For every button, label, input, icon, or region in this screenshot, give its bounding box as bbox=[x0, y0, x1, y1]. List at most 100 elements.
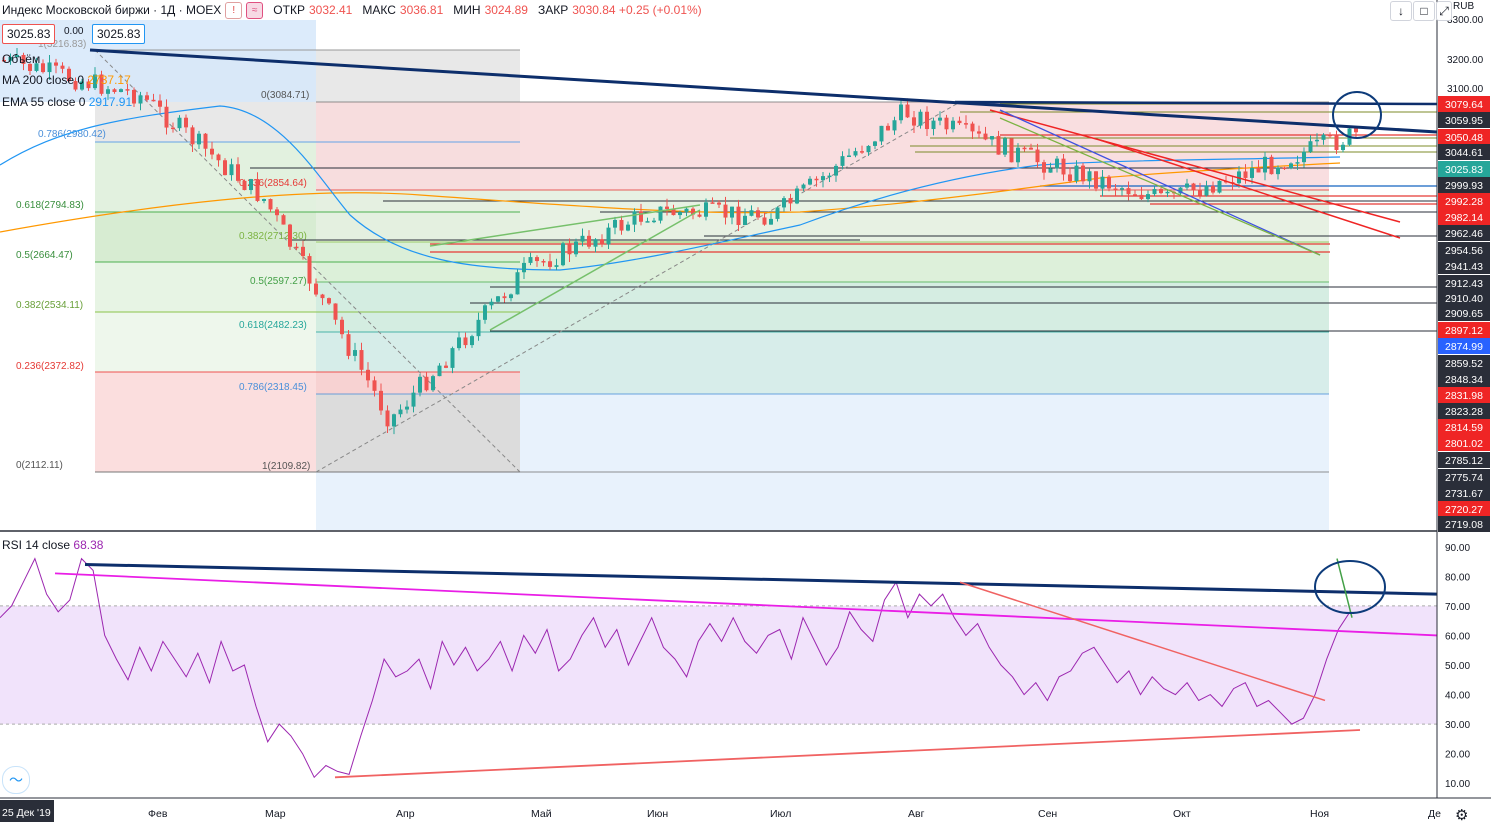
candle-body bbox=[340, 319, 344, 335]
candle-body bbox=[444, 365, 448, 368]
fib-label-mid: 0.618(2482.23) bbox=[239, 320, 307, 331]
candle-body bbox=[756, 210, 760, 218]
price-marker bbox=[1438, 129, 1490, 145]
price-marker-label: 2859.52 bbox=[1445, 358, 1483, 370]
time-tick-label: Июн bbox=[647, 808, 668, 820]
open-value: 3032.41 bbox=[308, 3, 353, 17]
rsi-trend-red bbox=[334, 729, 1361, 779]
candle-body bbox=[541, 261, 546, 263]
tradingview-logo-icon: 〜 bbox=[2, 766, 30, 794]
candle-body bbox=[840, 156, 845, 166]
candle-body bbox=[580, 235, 585, 242]
candle-body bbox=[476, 319, 481, 337]
candle-body bbox=[47, 62, 52, 73]
price-marker bbox=[1438, 242, 1490, 258]
candle-body bbox=[294, 246, 299, 249]
price-marker-label: 2992.28 bbox=[1445, 196, 1483, 208]
download-icon[interactable]: ↓ bbox=[1390, 1, 1412, 21]
candle-body bbox=[255, 179, 260, 201]
low-label: МИН bbox=[453, 3, 481, 17]
candle-body bbox=[749, 210, 754, 216]
candle-body bbox=[346, 334, 351, 356]
candle-body bbox=[307, 256, 312, 284]
time-tick-label: Апр bbox=[396, 808, 415, 820]
candle-body bbox=[509, 294, 513, 299]
candle-body bbox=[879, 125, 884, 142]
price-marker bbox=[1438, 322, 1490, 338]
candle-body bbox=[821, 176, 825, 181]
price-marker bbox=[1438, 258, 1490, 274]
rsi-tick-label: 40.00 bbox=[1445, 691, 1470, 702]
compare-icon[interactable]: ≈ bbox=[246, 1, 264, 19]
ema55-indicator-label[interactable]: EMA 55 close 0 2917.91 bbox=[2, 95, 132, 109]
rsi-indicator-label[interactable]: RSI 14 close 68.38 bbox=[2, 538, 103, 552]
candle-body bbox=[938, 117, 942, 121]
rsi-tick-label: 80.00 bbox=[1445, 572, 1470, 583]
candle-body bbox=[918, 111, 923, 126]
settings-icon[interactable]: ⚙ bbox=[1455, 807, 1469, 824]
price-tick-label: 3200.00 bbox=[1447, 55, 1484, 66]
fib-label-left: 1(3216.83) bbox=[38, 39, 86, 50]
candle-body bbox=[372, 380, 377, 391]
price-marker bbox=[1438, 387, 1490, 403]
candle-body bbox=[951, 120, 955, 130]
candle-body bbox=[1315, 139, 1319, 142]
rsi-tick-label: 30.00 bbox=[1445, 720, 1470, 731]
symbol-title[interactable]: Индекс Московской биржи · 1Д · MOEX bbox=[2, 3, 222, 17]
price-marker-label: 2954.56 bbox=[1445, 245, 1483, 257]
price-marker bbox=[1438, 435, 1490, 451]
square-icon[interactable]: □ bbox=[1413, 1, 1435, 21]
rsi-label: RSI 14 close bbox=[2, 538, 71, 552]
candle-body bbox=[424, 376, 429, 391]
candle-body bbox=[21, 54, 26, 64]
candle-body bbox=[905, 104, 910, 118]
rsi-trend-green bbox=[1336, 558, 1353, 618]
price-marker-label: 2775.74 bbox=[1445, 472, 1483, 484]
candle-body bbox=[470, 336, 474, 346]
rsi-band bbox=[0, 605, 1437, 725]
candle-body bbox=[827, 175, 832, 178]
candle-body bbox=[2, 60, 6, 62]
candle-body bbox=[1022, 147, 1027, 150]
candle-body bbox=[301, 246, 305, 257]
candle-body bbox=[385, 410, 390, 427]
volume-indicator-label[interactable]: Объём bbox=[2, 52, 40, 66]
candle-body bbox=[645, 221, 650, 223]
price-marker-label: 2848.34 bbox=[1445, 374, 1483, 386]
candle-body bbox=[314, 283, 318, 295]
price-marker bbox=[1438, 177, 1490, 193]
candle-body bbox=[1263, 156, 1267, 173]
candle-body bbox=[1152, 189, 1157, 195]
fib-label-mid: 0(3084.71) bbox=[261, 90, 309, 101]
candle-body bbox=[54, 62, 58, 66]
candle-body bbox=[359, 350, 364, 370]
buy-price-box[interactable]: 3025.83 bbox=[92, 24, 146, 44]
ma200-indicator-label[interactable]: MA 200 close 0 2737.17 bbox=[2, 73, 131, 87]
candle-body bbox=[814, 178, 819, 181]
candle-body bbox=[736, 206, 741, 226]
candle-body bbox=[125, 89, 130, 91]
time-tick-label: Май bbox=[531, 808, 552, 820]
candle-body bbox=[528, 257, 533, 263]
candle-body bbox=[1243, 171, 1248, 178]
candle-body bbox=[853, 151, 858, 156]
price-marker-label: 2912.43 bbox=[1445, 278, 1483, 290]
rsi-tick-label: 50.00 bbox=[1445, 661, 1470, 672]
rsi-tick-label: 70.00 bbox=[1445, 602, 1470, 613]
candle-body bbox=[593, 239, 598, 247]
expand-icon[interactable]: ⤢ bbox=[1436, 1, 1452, 21]
ema55-value: 2917.91 bbox=[88, 95, 133, 109]
rsi-tick-label: 10.00 bbox=[1445, 779, 1470, 790]
candle-body bbox=[977, 131, 981, 134]
chart-header: Индекс Московской биржи · 1Д · MOEX ! ≈ … bbox=[2, 1, 702, 19]
candle-body bbox=[769, 218, 773, 225]
alert-icon[interactable]: ! bbox=[225, 1, 243, 19]
candle-body bbox=[626, 224, 630, 231]
sell-price-box[interactable]: 3025.83 bbox=[2, 24, 56, 44]
candle-body bbox=[762, 217, 767, 225]
candle-body bbox=[632, 211, 637, 225]
candle-body bbox=[554, 265, 559, 267]
candle-body bbox=[437, 365, 442, 377]
trend-line-green bbox=[999, 117, 1321, 256]
